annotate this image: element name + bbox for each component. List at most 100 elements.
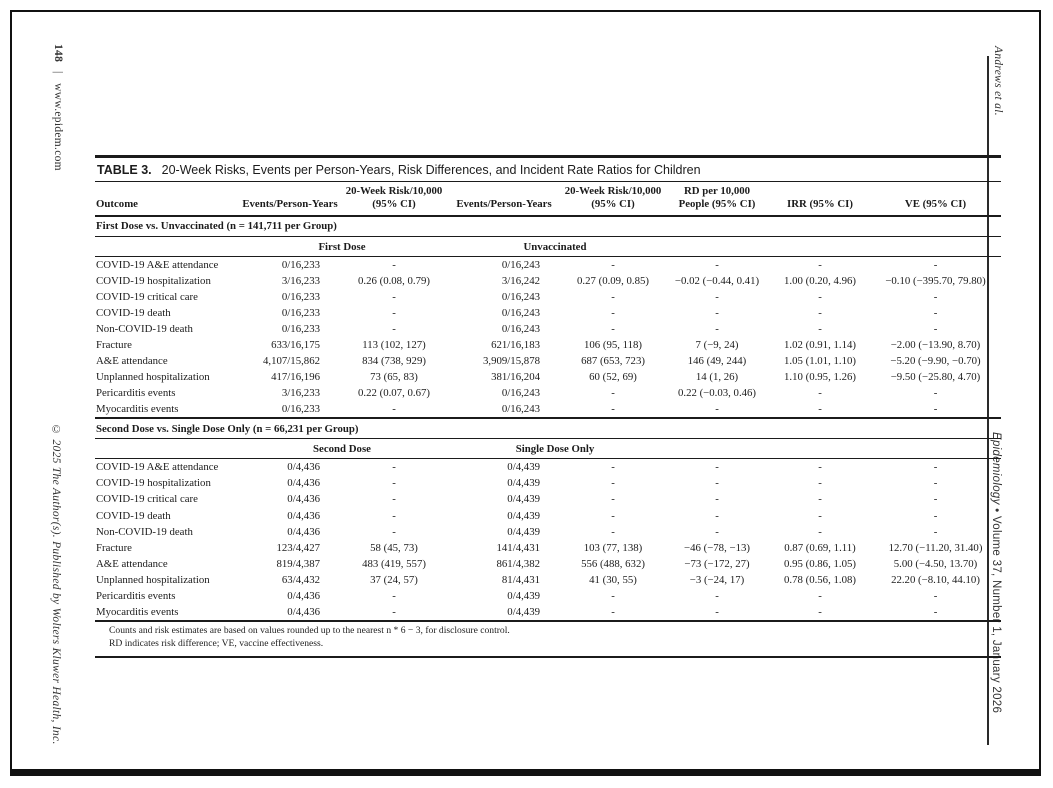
outcome-cell: Myocarditis events <box>95 603 238 622</box>
data-cell: - <box>933 477 938 490</box>
data-cell: 0.78 (0.56, 1.08) <box>784 573 856 586</box>
data-cell: 0/16,243 <box>501 307 540 320</box>
data-cell: - <box>611 307 615 320</box>
group-header-left: Second Dose <box>238 438 446 460</box>
outcome-cell: COVID-19 death <box>96 509 171 522</box>
data-cell: - <box>715 291 719 304</box>
group-header-spacer <box>95 438 238 460</box>
table-footnotes: Counts and risk estimates are based on v… <box>95 622 1001 658</box>
table-row: Pericarditis events 0/4,436 - 0/4,439 - - - - <box>95 588 1001 604</box>
data-cell: 0/16,243 <box>501 323 540 336</box>
group-header-left: First Dose <box>238 236 446 258</box>
data-cell: - <box>392 509 396 522</box>
data-cell: - <box>562 603 664 622</box>
data-cell: - <box>818 291 822 304</box>
group-header-right: Unvaccinated <box>446 236 664 258</box>
data-cell: −46 (−78, −13) <box>684 541 750 554</box>
data-cell: 113 (102, 127) <box>362 339 426 352</box>
data-cell: - <box>611 387 615 400</box>
data-cell: 1.10 (0.95, 1.26) <box>784 371 856 384</box>
data-cell: 146 (49, 244) <box>687 355 747 368</box>
data-cell: 0.22 (0.07, 0.67) <box>358 387 430 400</box>
group-header-spacer <box>95 236 238 258</box>
outcome-cell: Myocarditis events <box>95 401 238 420</box>
table-row: COVID-19 critical care 0/4,436 - 0/4,439 - - -… <box>95 491 1001 507</box>
running-author: Andrews et al. <box>992 46 1004 116</box>
data-cell: 0/4,439 <box>507 509 540 522</box>
data-cell: 1.02 (0.91, 1.14) <box>784 339 856 352</box>
table-row: COVID-19 hospitalization 3/16,233 0.26 (0.… <box>95 273 1001 289</box>
data-cell: - <box>715 509 719 522</box>
data-cell: 0/16,233 <box>281 323 320 336</box>
table-title: 20-Week Risks, Events per Person-Years, … <box>161 163 701 177</box>
table-row: COVID-19 A&E attendance 0/4,436 - 0/4,439 - -… <box>95 459 1001 476</box>
column-header: RD per 10,000 People (95% CI) <box>678 185 756 211</box>
journal-site: www.epidem.com <box>52 83 64 171</box>
group-header-spacer <box>664 236 1001 258</box>
data-cell: −0.10 (−395.70, 79.80) <box>885 275 986 288</box>
data-cell: - <box>715 493 719 506</box>
column-header: 20-Week Risk/10,000 (95% CI) <box>564 185 662 211</box>
data-table: Outcome Events/Person-Years 20-Week Risk/1… <box>95 182 1001 622</box>
data-cell: - <box>933 387 938 400</box>
data-cell: - <box>818 493 822 506</box>
data-cell: 0/16,243 <box>501 387 540 400</box>
data-cell: - <box>818 461 822 474</box>
data-cell: - <box>818 323 822 336</box>
data-cell: - <box>870 603 1001 622</box>
data-cell: - <box>770 603 870 622</box>
data-cell: - <box>715 259 719 272</box>
data-cell: - <box>818 509 822 522</box>
table-row: Pericarditis events 3/16,233 0.22 (0.07, 0… <box>95 385 1001 401</box>
data-cell: - <box>818 477 822 490</box>
outcome-cell: Fracture <box>96 339 132 352</box>
data-cell: 41 (30, 55) <box>589 573 637 586</box>
outcome-cell: COVID-19 hospitalization <box>96 477 211 490</box>
page-number: 148 <box>52 44 64 63</box>
data-cell: 1.05 (1.01, 1.10) <box>784 355 856 368</box>
data-cell: - <box>818 259 822 272</box>
data-cell: 81/4,431 <box>501 573 540 586</box>
group-header-row: First Dose Unvaccinated <box>95 236 1001 258</box>
data-cell: 0/16,243 <box>501 259 540 272</box>
data-cell: - <box>611 493 615 506</box>
page-number-separator: | <box>52 71 64 74</box>
citation-bullet: • <box>990 508 1002 513</box>
data-cell: −73 (−172, 27) <box>684 557 750 570</box>
data-cell: - <box>611 461 615 474</box>
table-caption: TABLE 3. 20-Week Risks, Events per Person… <box>95 155 1001 182</box>
data-cell: - <box>933 259 938 272</box>
data-cell: 12.70 (−11.20, 31.40) <box>888 541 983 554</box>
data-cell: - <box>392 291 396 304</box>
table-header-row: Outcome Events/Person-Years 20-Week Risk/1… <box>95 182 1001 216</box>
data-cell: - <box>611 259 615 272</box>
table-row: COVID-19 hospitalization 0/4,436 - 0/4,439 -… <box>95 475 1001 491</box>
data-cell: 0.87 (0.69, 1.11) <box>784 541 856 554</box>
data-cell: 0/4,436 <box>287 477 320 490</box>
data-cell: 834 (738, 929) <box>362 355 426 368</box>
data-cell: 0/4,439 <box>507 525 540 538</box>
data-cell: - <box>392 259 396 272</box>
outcome-cell: Non-COVID-19 death <box>96 323 193 336</box>
data-cell: - <box>611 509 615 522</box>
data-cell: −3 (−24, 17) <box>689 573 745 586</box>
table-row: COVID-19 A&E attendance 0/16,233 - 0/16,243… <box>95 257 1001 274</box>
data-cell: 0/16,233 <box>281 307 320 320</box>
data-cell: 14 (1, 26) <box>695 371 739 384</box>
data-cell: 5.00 (−4.50, 13.70) <box>893 557 978 570</box>
data-cell: 106 (95, 118) <box>583 339 643 352</box>
data-cell: 1.00 (0.20, 4.96) <box>784 275 856 288</box>
data-cell: 3/16,233 <box>281 387 320 400</box>
data-cell: - <box>933 589 938 602</box>
data-cell: 0.26 (0.08, 0.79) <box>358 275 430 288</box>
data-cell: 417/16,196 <box>271 371 320 384</box>
outcome-cell: A&E attendance <box>96 355 168 368</box>
data-cell: 3/16,233 <box>281 275 320 288</box>
table-row: Myocarditis events 0/16,233-0/16,243- - - - <box>95 401 1001 420</box>
data-cell: - <box>818 589 822 602</box>
table-row: Unplanned hospitalization 417/16,196 73 (6… <box>95 369 1001 385</box>
data-cell: 60 (52, 69) <box>589 371 637 384</box>
outcome-cell: A&E attendance <box>96 557 168 570</box>
data-cell: - <box>611 291 615 304</box>
